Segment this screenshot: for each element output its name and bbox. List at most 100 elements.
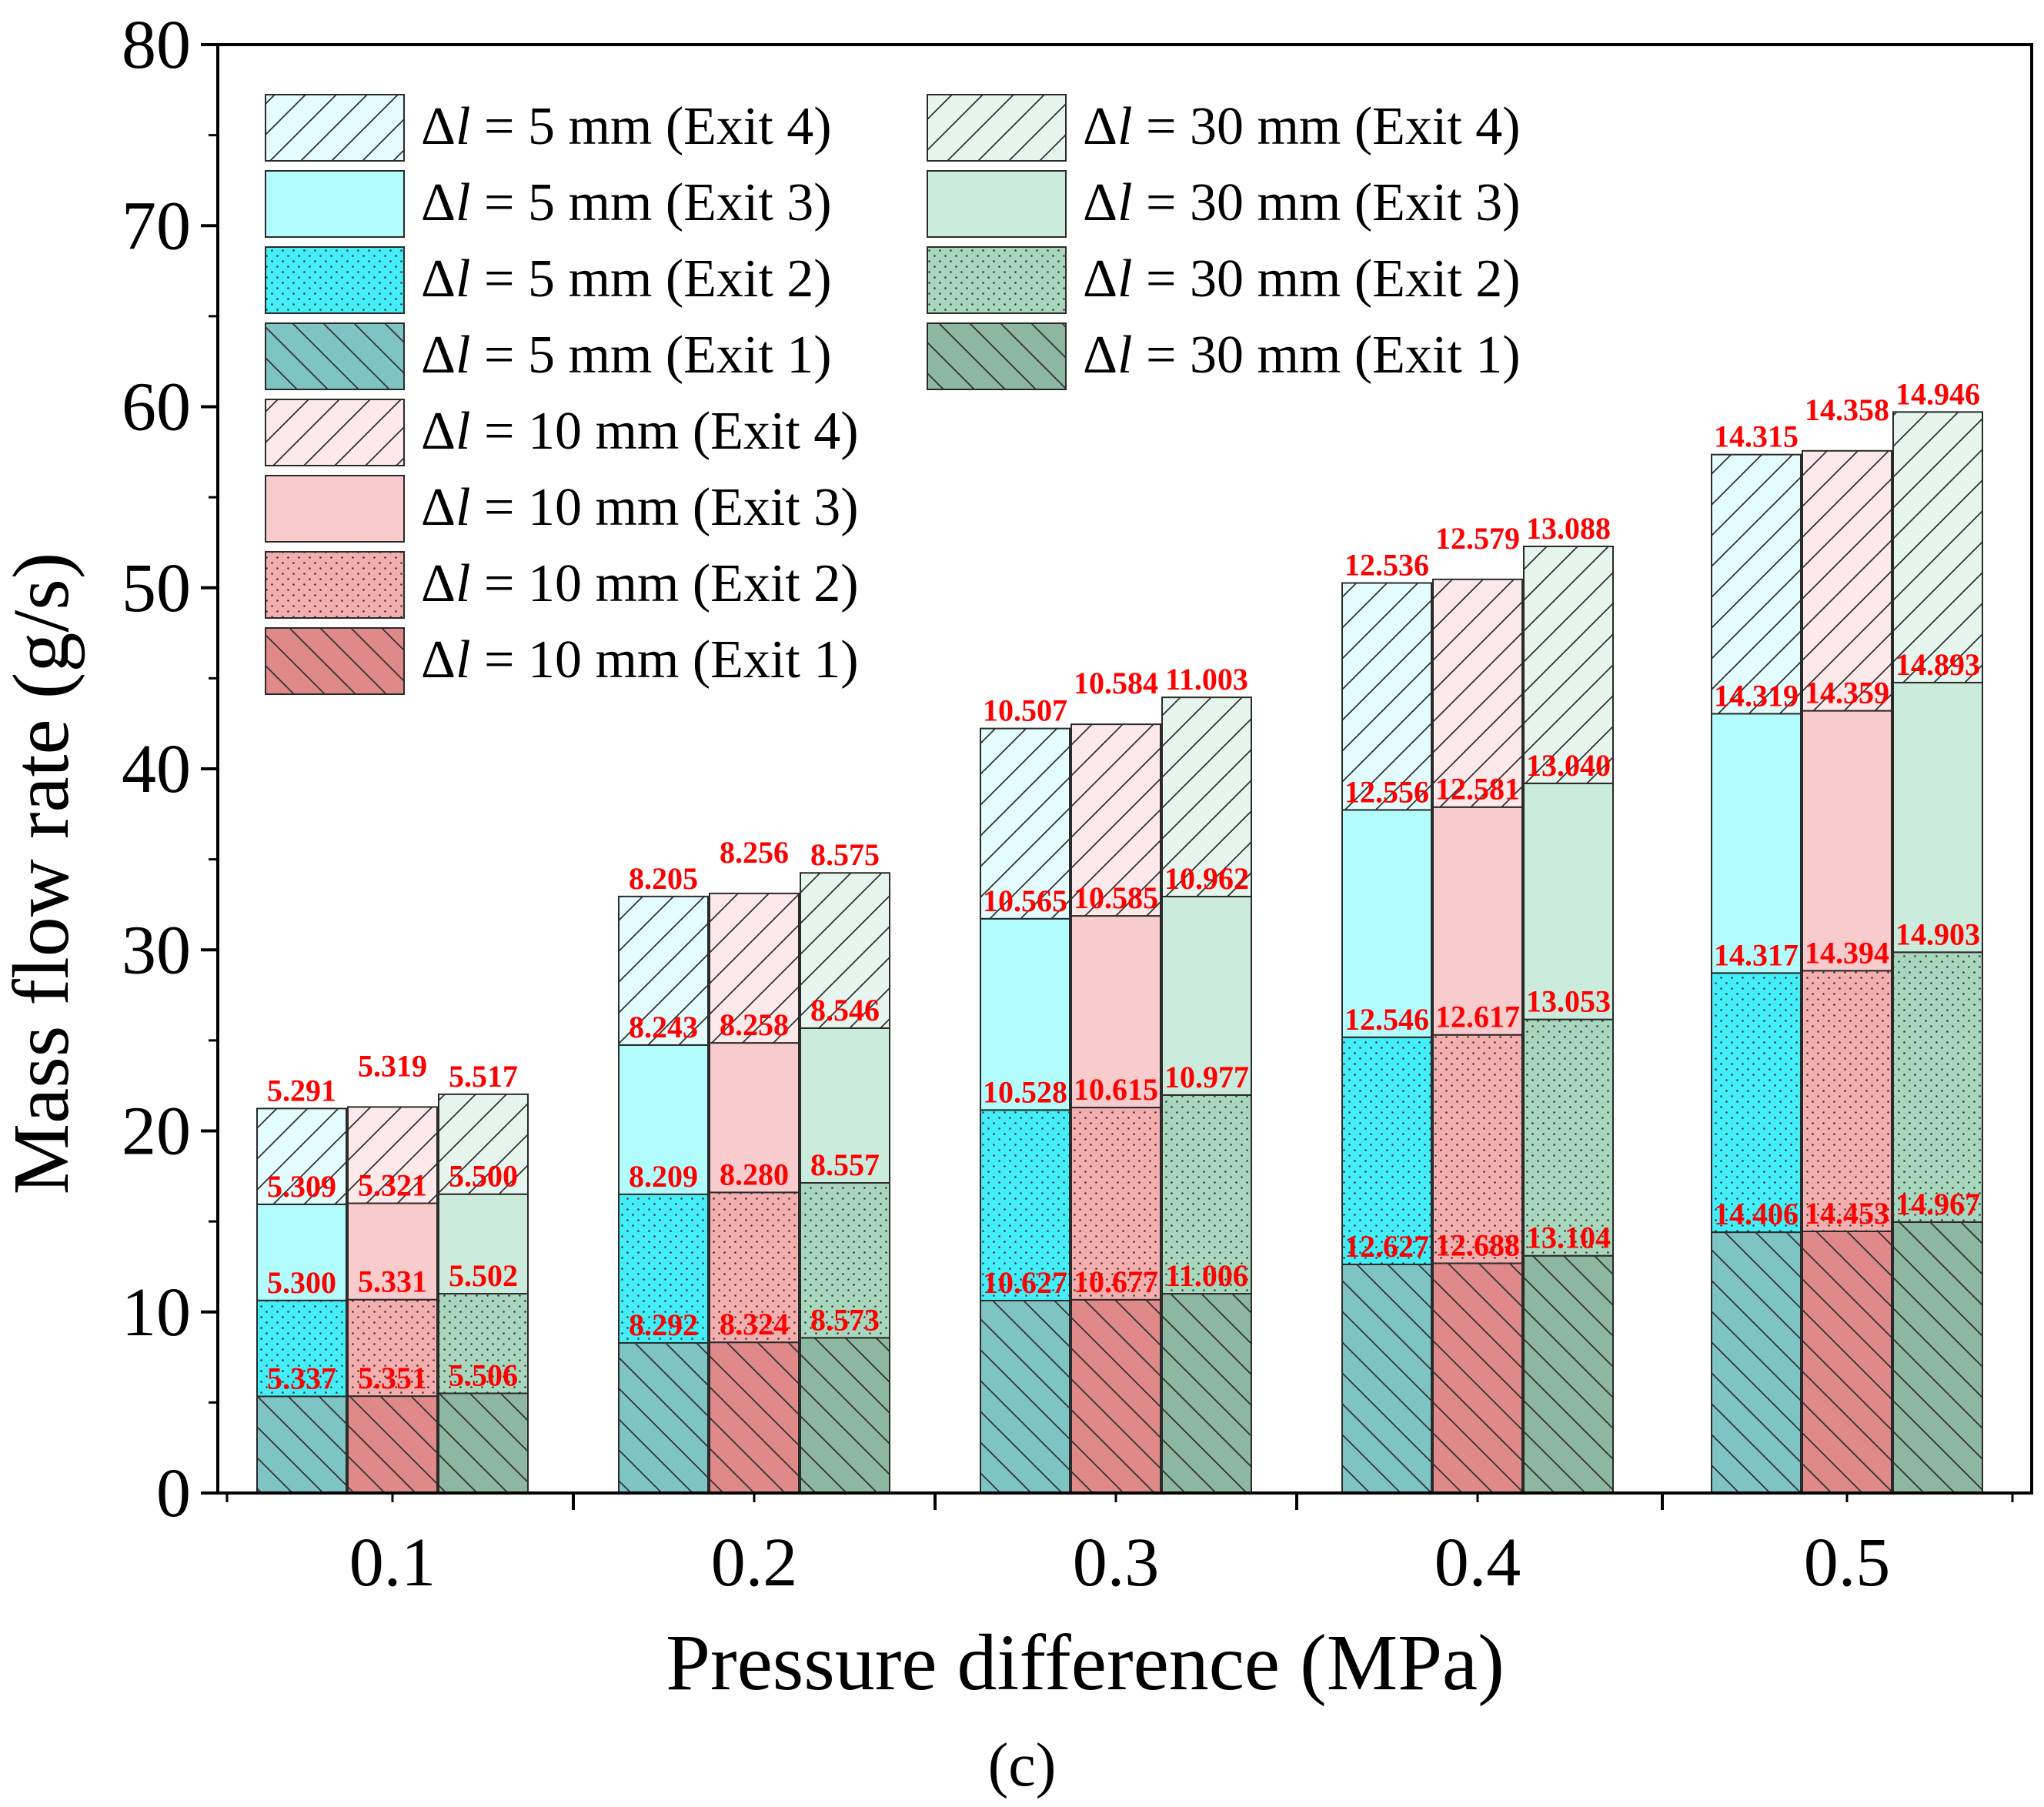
bar-segment-0.2-g1-exit1 <box>709 1341 800 1494</box>
bar-segment-0.4-g1-exit1 <box>1432 1262 1523 1494</box>
data-label: 5.321 <box>358 1168 427 1203</box>
bar-segment-0.4-g0-exit4 <box>1341 582 1432 811</box>
bar-segment-0.1-g1-exit2 <box>347 1298 438 1398</box>
x-axis-title: Pressure difference (MPa) <box>666 1618 1505 1707</box>
x-tick-label: 0.1 <box>349 1525 436 1601</box>
bar-segment-0.4-g2-exit3 <box>1523 782 1614 1020</box>
legend-swatch <box>265 94 405 162</box>
legend-item: Δl = 5 mm (Exit 1) <box>265 322 832 390</box>
legend-swatch <box>927 94 1067 162</box>
bar-segment-0.1-g1-exit1 <box>347 1395 438 1494</box>
y-tick-label: 0 <box>156 1455 191 1531</box>
data-label: 12.579 <box>1435 521 1520 556</box>
bar-segment-0.3-g2-exit4 <box>1161 696 1252 897</box>
bar-segment-0.1-g2-exit4 <box>438 1093 529 1195</box>
y-tick-label: 20 <box>122 1094 191 1170</box>
legend-swatch <box>265 627 405 695</box>
legend-item: Δl = 10 mm (Exit 4) <box>265 399 859 466</box>
data-label: 13.088 <box>1526 511 1611 546</box>
data-label: 5.309 <box>267 1169 336 1204</box>
bar-segment-0.5-g0-exit4 <box>1711 453 1802 715</box>
bar-segment-0.3-g1-exit1 <box>1070 1298 1161 1495</box>
legend-label: Δl = 5 mm (Exit 2) <box>421 249 832 309</box>
y-tick-label: 30 <box>122 912 191 988</box>
data-label: 14.903 <box>1895 917 1980 951</box>
y-tick-label: 40 <box>122 731 191 807</box>
bar-segment-0.2-g0-exit1 <box>618 1341 709 1494</box>
data-label: 14.394 <box>1805 935 1889 970</box>
data-label: 14.453 <box>1805 1196 1889 1231</box>
legend-item: Δl = 30 mm (Exit 4) <box>927 94 1521 162</box>
y-tick-label: 10 <box>122 1274 191 1351</box>
data-label: 5.502 <box>449 1258 518 1293</box>
bar-segment-0.1-g0-exit1 <box>256 1395 347 1494</box>
y-tick-label: 70 <box>122 188 191 264</box>
legend-swatch <box>265 475 405 543</box>
bar-segment-0.4-g1-exit4 <box>1432 578 1523 808</box>
data-label: 8.243 <box>629 1010 698 1044</box>
data-label: 10.528 <box>983 1074 1067 1109</box>
legend-item: Δl = 10 mm (Exit 2) <box>265 551 859 619</box>
legend-label: Δl = 5 mm (Exit 1) <box>421 326 832 385</box>
legend: Δl = 5 mm (Exit 4) Δl = 5 mm (Exit 3) Δl =… <box>265 94 1521 695</box>
bar-segment-0.4-g0-exit2 <box>1341 1036 1432 1265</box>
axes-layer: 0 10 20 30 40 50 60 70 80 0.1 0.2 0.3 0.4 0.5 <box>122 7 2033 1601</box>
data-label: 8.573 <box>810 1302 880 1337</box>
data-label: 5.500 <box>449 1159 518 1194</box>
bar-segment-0.2-g0-exit3 <box>618 1044 709 1195</box>
bar-segment-0.1-g2-exit3 <box>438 1193 529 1295</box>
legend-item: Δl = 10 mm (Exit 3) <box>265 475 859 543</box>
data-label: 5.517 <box>449 1059 518 1094</box>
x-tick-label: 0.2 <box>711 1525 798 1601</box>
bar-segment-0.4-g2-exit2 <box>1523 1018 1614 1257</box>
bars-layer <box>256 411 1983 1495</box>
data-label: 14.893 <box>1895 647 1980 682</box>
panel-label: (c) <box>988 1732 1057 1799</box>
bar-segment-0.1-g0-exit4 <box>256 1107 347 1205</box>
data-label: 10.677 <box>1074 1264 1158 1299</box>
bar-segment-0.3-g2-exit3 <box>1161 895 1252 1096</box>
bar-segment-0.1-g2-exit2 <box>438 1293 529 1394</box>
bar-segment-0.4-g1-exit2 <box>1432 1034 1523 1264</box>
data-label: 13.040 <box>1526 748 1611 783</box>
legend-item: Δl = 30 mm (Exit 2) <box>927 246 1521 314</box>
data-label: 14.358 <box>1805 392 1889 427</box>
data-label: 8.324 <box>720 1307 789 1341</box>
legend-swatch <box>927 246 1067 314</box>
data-label: 14.317 <box>1714 937 1799 972</box>
legend-swatch <box>265 399 405 466</box>
data-label: 10.962 <box>1164 861 1249 896</box>
legend-label: Δl = 10 mm (Exit 2) <box>421 554 859 613</box>
legend-label: Δl = 30 mm (Exit 4) <box>1083 97 1521 156</box>
data-label: 11.003 <box>1165 662 1248 696</box>
bar-segment-0.5-g2-exit2 <box>1892 951 1983 1223</box>
y-tick-label: 60 <box>122 369 191 446</box>
bar-segment-0.2-g0-exit4 <box>618 895 709 1046</box>
bar-segment-0.1-g0-exit2 <box>256 1299 347 1398</box>
legend-swatch <box>927 170 1067 238</box>
x-tick-label: 0.4 <box>1434 1525 1521 1601</box>
legend-swatch <box>927 322 1067 390</box>
x-tick-label: 0.5 <box>1804 1525 1891 1601</box>
legend-label: Δl = 30 mm (Exit 3) <box>1083 173 1521 232</box>
legend-item: Δl = 5 mm (Exit 3) <box>265 170 832 238</box>
legend-label: Δl = 5 mm (Exit 3) <box>421 173 832 232</box>
bar-segment-0.1-g1-exit4 <box>347 1106 438 1204</box>
data-label: 5.300 <box>267 1265 336 1300</box>
data-label: 12.581 <box>1435 772 1520 807</box>
data-label: 14.315 <box>1714 419 1799 454</box>
bar-segment-0.5-g2-exit4 <box>1892 411 1983 683</box>
data-label: 8.205 <box>629 861 698 896</box>
bar-segment-0.5-g1-exit1 <box>1802 1230 1892 1494</box>
legend-label: Δl = 10 mm (Exit 4) <box>421 402 859 461</box>
legend-swatch <box>265 322 405 390</box>
data-label: 12.556 <box>1344 774 1429 809</box>
data-label: 10.507 <box>983 693 1067 728</box>
data-label: 8.256 <box>720 835 789 870</box>
bar-segment-0.2-g1-exit3 <box>709 1042 800 1194</box>
data-label: 8.546 <box>810 993 880 1027</box>
data-label: 11.006 <box>1165 1258 1248 1293</box>
data-label: 10.627 <box>983 1265 1067 1300</box>
legend-item: Δl = 10 mm (Exit 1) <box>265 627 859 695</box>
data-label: 14.946 <box>1895 376 1980 411</box>
